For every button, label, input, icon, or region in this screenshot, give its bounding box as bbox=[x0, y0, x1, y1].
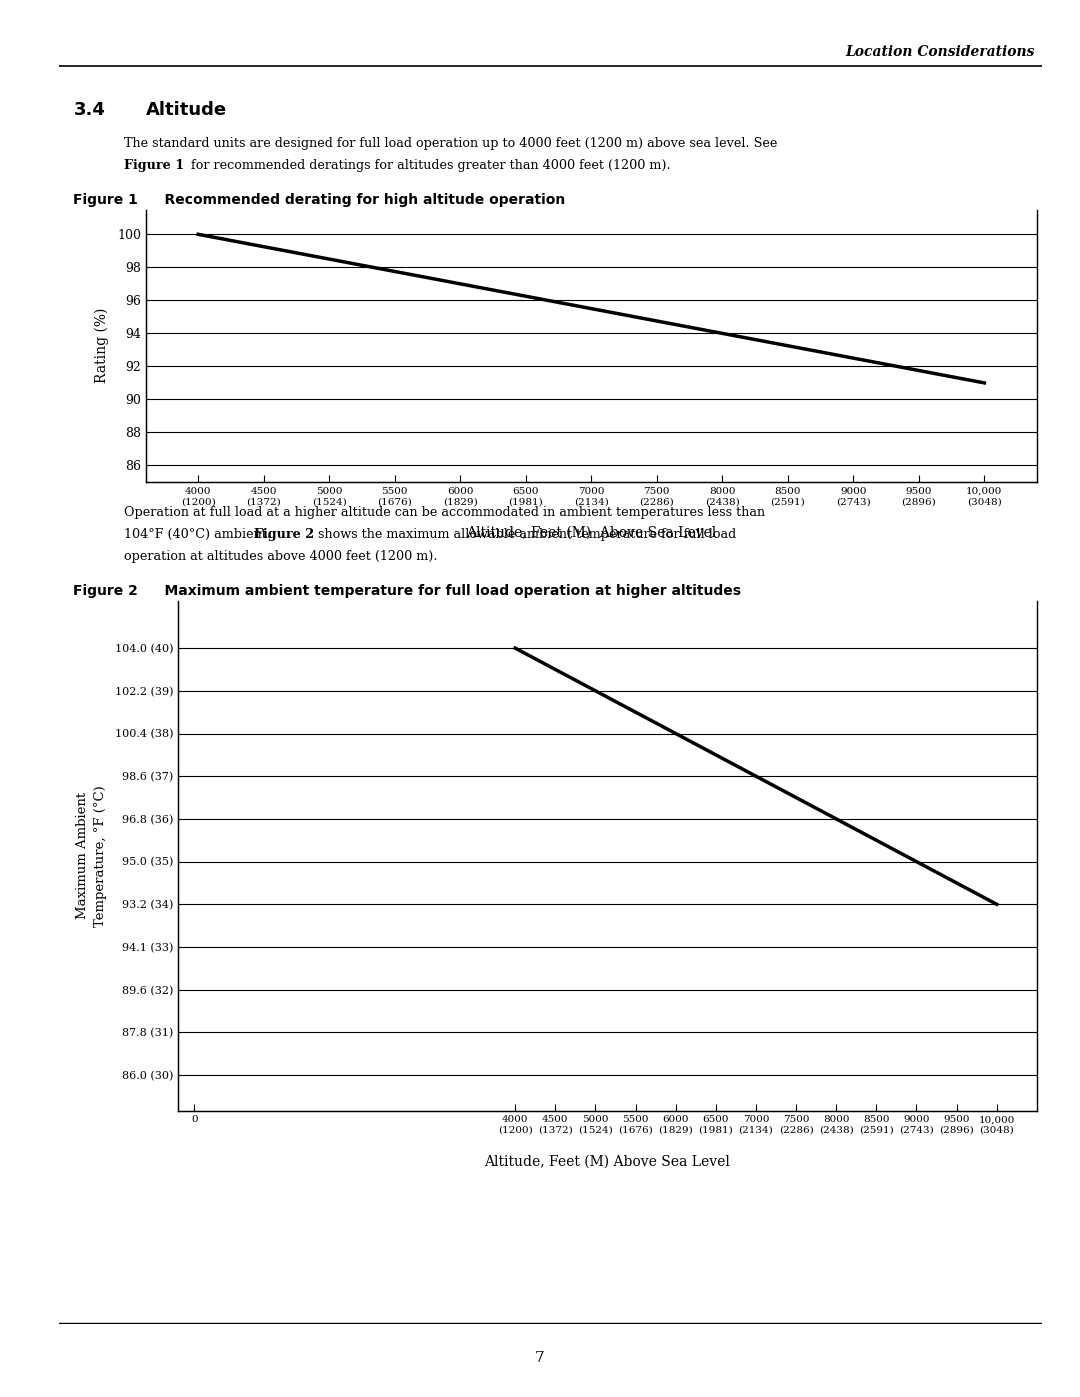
Text: Figure 1: Figure 1 bbox=[124, 159, 185, 172]
Text: Figure 2: Figure 2 bbox=[254, 528, 314, 541]
X-axis label: Altitude, Feet (M) Above Sea Level: Altitude, Feet (M) Above Sea Level bbox=[485, 1154, 730, 1168]
Text: Location Considerations: Location Considerations bbox=[846, 45, 1035, 59]
Text: Altitude: Altitude bbox=[146, 101, 227, 119]
Text: The standard units are designed for full load operation up to 4000 feet (1200 m): The standard units are designed for full… bbox=[124, 137, 778, 149]
Y-axis label: Maximum Ambient
Temperature, °F (°C): Maximum Ambient Temperature, °F (°C) bbox=[76, 785, 107, 926]
Text: Recommended derating for high altitude operation: Recommended derating for high altitude o… bbox=[145, 193, 565, 207]
Text: operation at altitudes above 4000 feet (1200 m).: operation at altitudes above 4000 feet (… bbox=[124, 550, 437, 563]
Text: Figure 1: Figure 1 bbox=[73, 193, 138, 207]
Y-axis label: Rating (%): Rating (%) bbox=[94, 309, 109, 383]
Text: 7: 7 bbox=[536, 1351, 544, 1365]
Text: Operation at full load at a higher altitude can be accommodated in ambient tempe: Operation at full load at a higher altit… bbox=[124, 506, 766, 518]
Text: shows the maximum allowable ambient temperature for full load: shows the maximum allowable ambient temp… bbox=[314, 528, 737, 541]
Text: Figure 2: Figure 2 bbox=[73, 584, 138, 598]
Text: 104°F (40°C) ambient.: 104°F (40°C) ambient. bbox=[124, 528, 275, 541]
Text: Maximum ambient temperature for full load operation at higher altitudes: Maximum ambient temperature for full loa… bbox=[145, 584, 741, 598]
Text: for recommended deratings for altitudes greater than 4000 feet (1200 m).: for recommended deratings for altitudes … bbox=[187, 159, 671, 172]
X-axis label: Altitude, Feet (M)  Above Sea Level: Altitude, Feet (M) Above Sea Level bbox=[467, 525, 716, 539]
Text: 3.4: 3.4 bbox=[73, 101, 106, 119]
